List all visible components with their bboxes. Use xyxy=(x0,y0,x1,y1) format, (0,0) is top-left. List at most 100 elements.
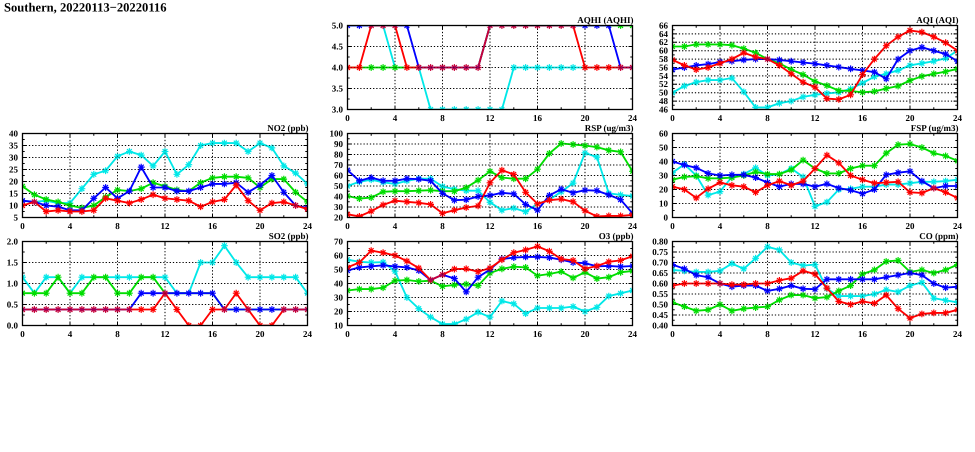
svg-text:56: 56 xyxy=(659,62,669,72)
svg-text:16: 16 xyxy=(208,221,218,231)
svg-text:70: 70 xyxy=(334,236,344,246)
svg-text:20: 20 xyxy=(906,221,916,231)
svg-text:16: 16 xyxy=(208,329,218,339)
svg-text:24: 24 xyxy=(953,221,963,231)
svg-text:50: 50 xyxy=(659,142,669,152)
svg-text:8: 8 xyxy=(440,113,445,123)
svg-text:0.0: 0.0 xyxy=(7,320,19,330)
svg-text:20: 20 xyxy=(256,329,266,339)
svg-text:20: 20 xyxy=(256,221,266,231)
svg-text:70: 70 xyxy=(334,160,344,170)
svg-text:10: 10 xyxy=(659,198,669,208)
svg-text:30: 30 xyxy=(659,170,669,180)
svg-text:4: 4 xyxy=(393,221,398,231)
svg-text:4: 4 xyxy=(718,329,723,339)
svg-text:30: 30 xyxy=(9,152,19,162)
svg-text:40: 40 xyxy=(659,156,669,166)
svg-text:5.0: 5.0 xyxy=(332,20,344,30)
svg-text:12: 12 xyxy=(486,329,496,339)
svg-text:100: 100 xyxy=(330,128,344,138)
svg-text:62: 62 xyxy=(659,37,669,47)
svg-text:8: 8 xyxy=(115,329,120,339)
svg-text:20: 20 xyxy=(906,113,916,123)
svg-text:35: 35 xyxy=(9,140,19,150)
svg-text:24: 24 xyxy=(953,329,963,339)
svg-text:4.0: 4.0 xyxy=(332,62,344,72)
svg-text:24: 24 xyxy=(628,221,638,231)
svg-text:0: 0 xyxy=(664,212,669,222)
svg-text:48: 48 xyxy=(659,96,669,106)
svg-text:O3 (ppb): O3 (ppb) xyxy=(599,231,634,241)
svg-text:0: 0 xyxy=(345,329,350,339)
svg-text:4: 4 xyxy=(68,221,73,231)
svg-text:30: 30 xyxy=(334,202,344,212)
svg-text:SO2 (ppb): SO2 (ppb) xyxy=(269,231,309,241)
svg-text:20: 20 xyxy=(334,212,344,222)
svg-text:8: 8 xyxy=(440,221,445,231)
svg-text:52: 52 xyxy=(659,79,669,89)
svg-text:20: 20 xyxy=(581,221,591,231)
svg-text:RSP (ug/m3): RSP (ug/m3) xyxy=(585,123,634,133)
svg-text:FSP (ug/m3): FSP (ug/m3) xyxy=(911,123,959,133)
svg-text:10: 10 xyxy=(9,200,19,210)
svg-text:8: 8 xyxy=(765,329,770,339)
svg-text:0: 0 xyxy=(345,221,350,231)
svg-text:24: 24 xyxy=(303,329,313,339)
svg-text:66: 66 xyxy=(659,20,669,30)
svg-text:12: 12 xyxy=(161,221,171,231)
svg-text:15: 15 xyxy=(9,188,19,198)
svg-text:0.45: 0.45 xyxy=(652,310,668,320)
svg-text:12: 12 xyxy=(486,221,496,231)
svg-text:16: 16 xyxy=(533,329,543,339)
svg-text:24: 24 xyxy=(628,113,638,123)
svg-text:80: 80 xyxy=(334,149,344,159)
svg-text:Southern, 20220113−20220116: Southern, 20220113−20220116 xyxy=(4,1,167,15)
svg-text:4.5: 4.5 xyxy=(332,41,344,51)
svg-text:0.75: 0.75 xyxy=(652,247,668,257)
svg-text:0: 0 xyxy=(670,221,675,231)
svg-text:12: 12 xyxy=(811,221,821,231)
svg-text:50: 50 xyxy=(334,264,344,274)
svg-text:24: 24 xyxy=(953,113,963,123)
svg-text:8: 8 xyxy=(440,329,445,339)
svg-text:8: 8 xyxy=(765,221,770,231)
svg-text:8: 8 xyxy=(765,113,770,123)
svg-text:16: 16 xyxy=(533,221,543,231)
svg-text:3.0: 3.0 xyxy=(332,104,344,114)
svg-text:12: 12 xyxy=(486,113,496,123)
svg-text:24: 24 xyxy=(303,221,313,231)
svg-text:16: 16 xyxy=(533,113,543,123)
svg-text:1.5: 1.5 xyxy=(7,257,19,267)
svg-text:40: 40 xyxy=(334,278,344,288)
svg-text:20: 20 xyxy=(659,184,669,194)
svg-text:1.0: 1.0 xyxy=(7,278,19,288)
svg-text:64: 64 xyxy=(659,29,669,39)
svg-text:20: 20 xyxy=(581,113,591,123)
svg-text:0.65: 0.65 xyxy=(652,268,668,278)
svg-text:25: 25 xyxy=(9,164,19,174)
svg-text:0: 0 xyxy=(20,329,25,339)
svg-text:60: 60 xyxy=(659,46,669,56)
svg-text:16: 16 xyxy=(858,113,868,123)
svg-text:10: 10 xyxy=(334,320,344,330)
svg-text:0.60: 0.60 xyxy=(652,278,668,288)
svg-text:3.5: 3.5 xyxy=(332,83,344,93)
svg-text:50: 50 xyxy=(334,181,344,191)
svg-text:12: 12 xyxy=(811,329,821,339)
svg-text:0.55: 0.55 xyxy=(652,289,668,299)
svg-text:5: 5 xyxy=(14,212,19,222)
svg-text:NO2 (ppb): NO2 (ppb) xyxy=(267,123,308,133)
svg-text:90: 90 xyxy=(334,139,344,149)
svg-text:20: 20 xyxy=(581,329,591,339)
svg-text:4: 4 xyxy=(393,113,398,123)
svg-text:58: 58 xyxy=(659,54,669,64)
svg-text:0.40: 0.40 xyxy=(652,320,668,330)
svg-text:46: 46 xyxy=(659,104,669,114)
svg-text:24: 24 xyxy=(628,329,638,339)
svg-text:4: 4 xyxy=(393,329,398,339)
svg-text:AQHI (AQHI): AQHI (AQHI) xyxy=(577,15,633,25)
svg-text:CO (ppm): CO (ppm) xyxy=(919,231,958,241)
svg-text:2.0: 2.0 xyxy=(7,236,19,246)
svg-text:20: 20 xyxy=(9,176,19,186)
svg-text:30: 30 xyxy=(334,292,344,302)
